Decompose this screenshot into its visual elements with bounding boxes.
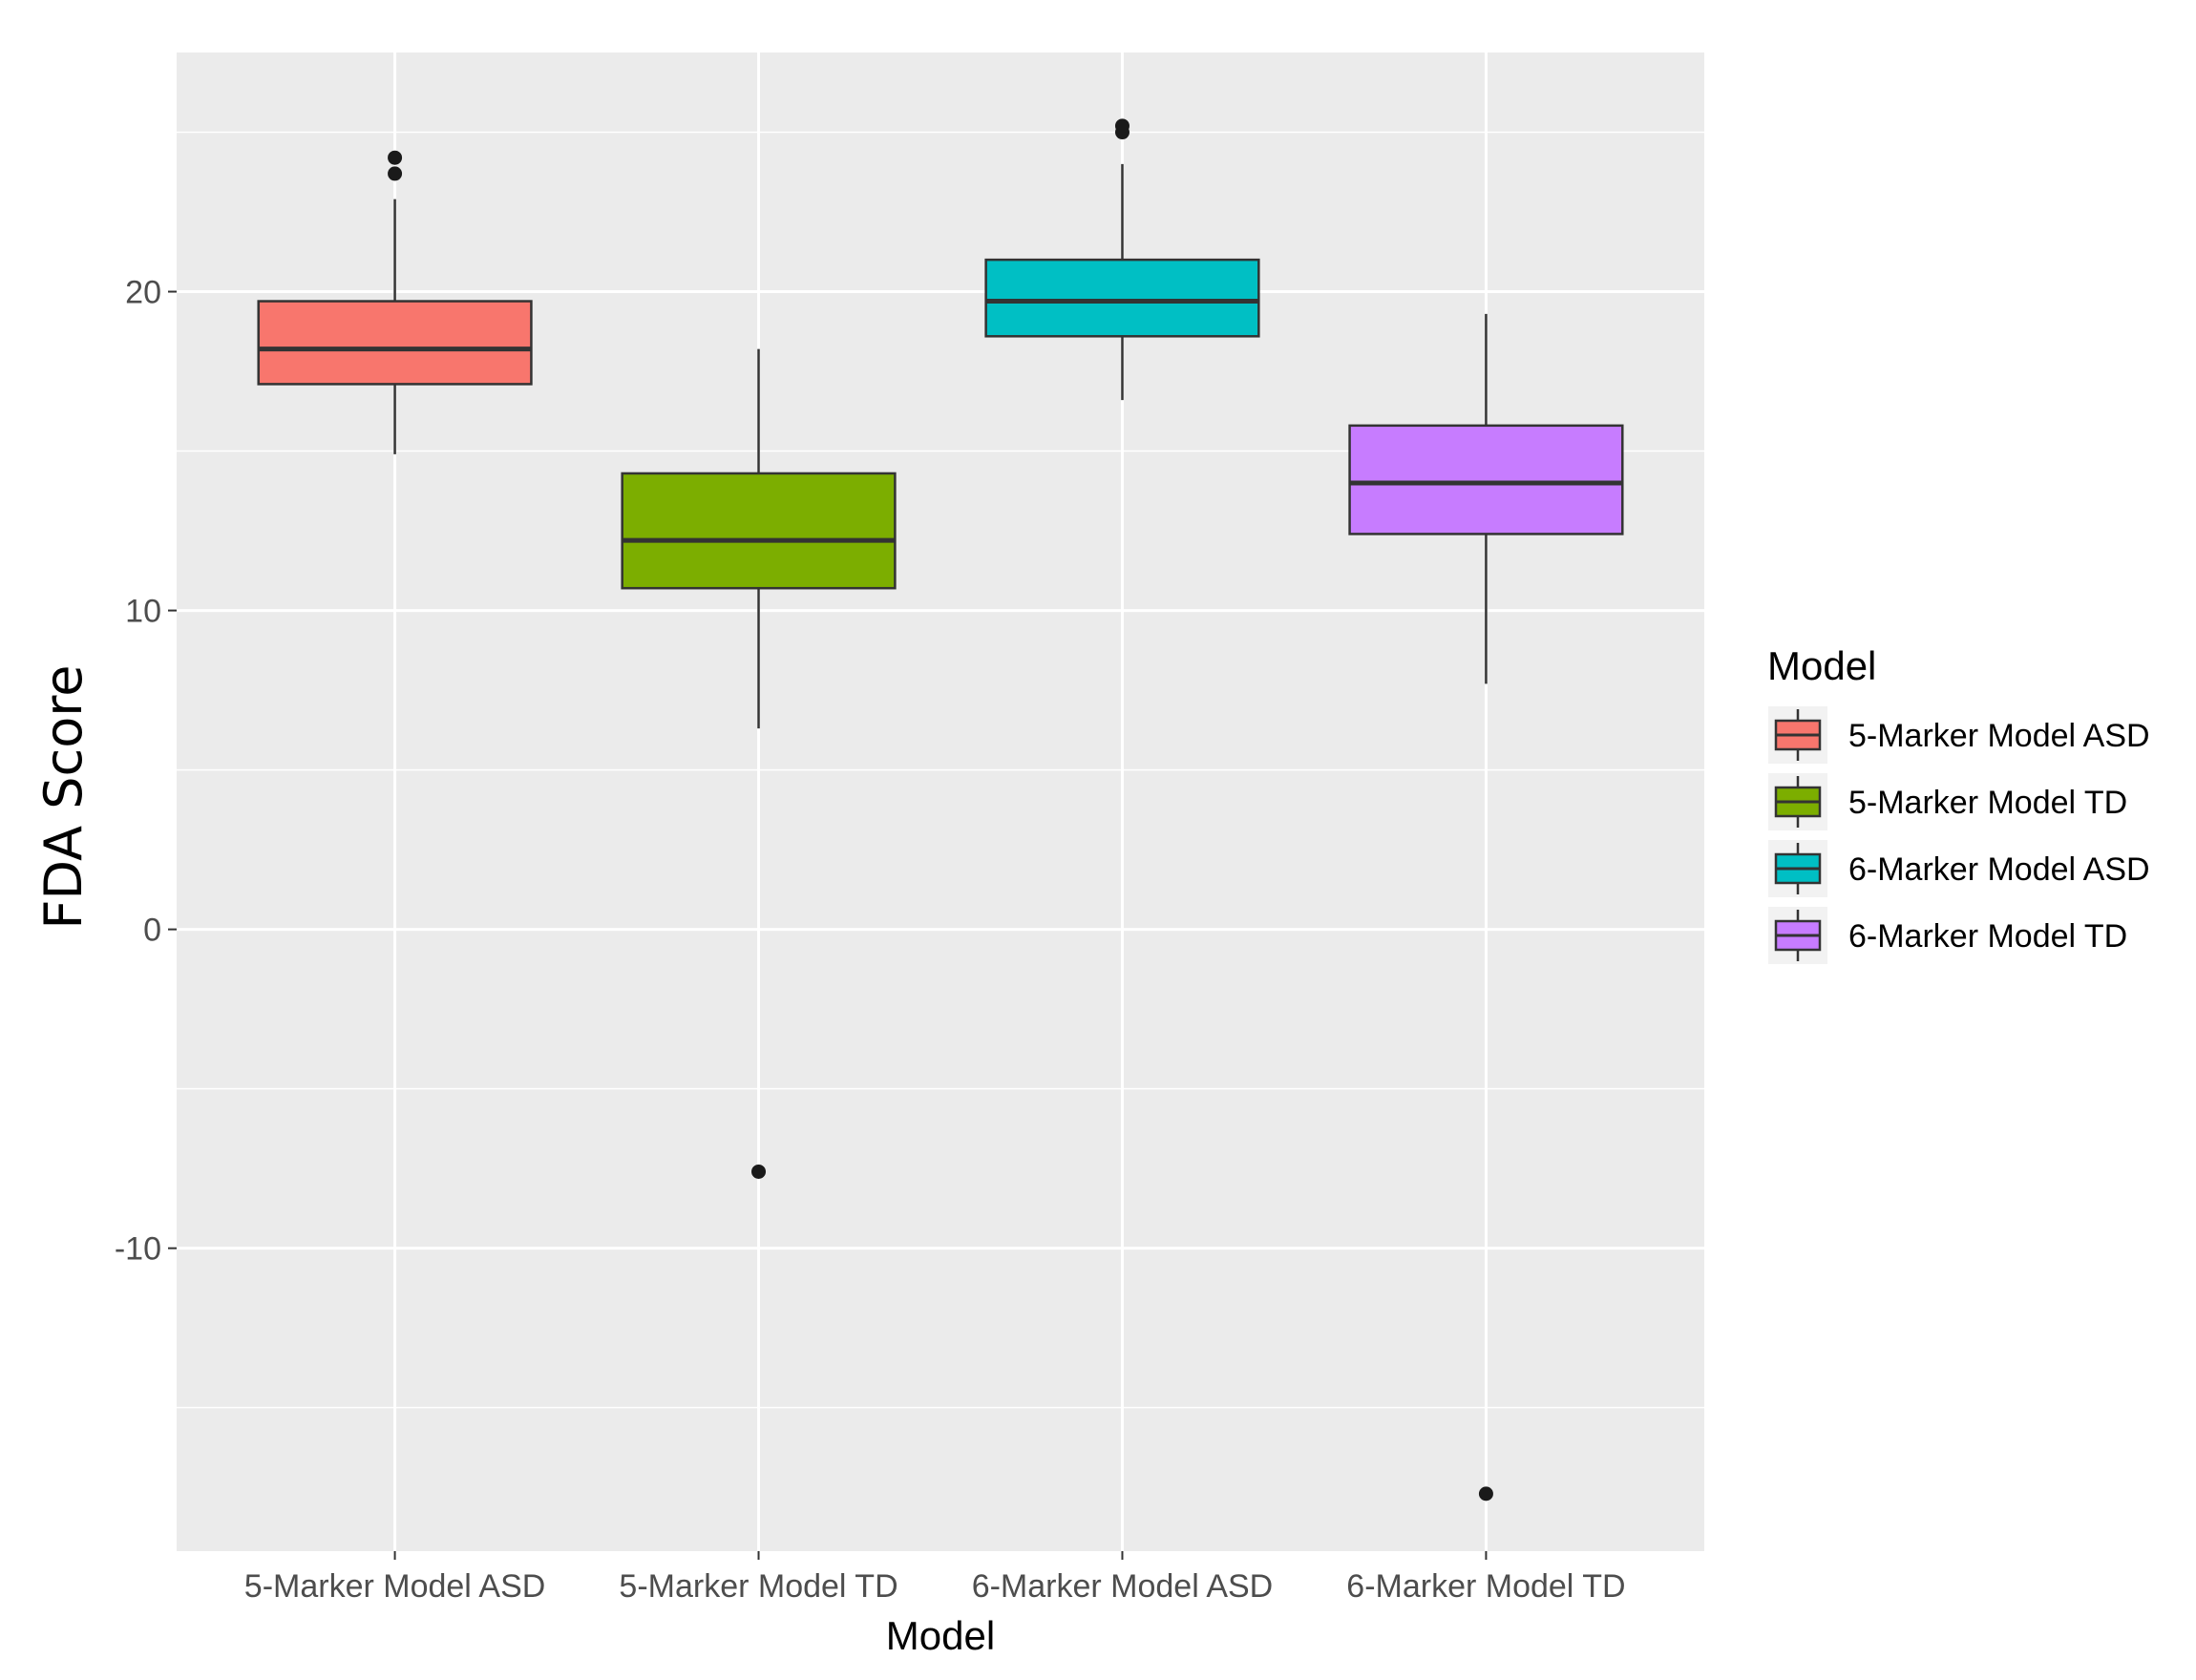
- x-tick-label: 5-Marker Model TD: [619, 1568, 897, 1605]
- outlier-point: [1478, 1486, 1493, 1502]
- x-tick-label: 6-Marker Model TD: [1346, 1568, 1625, 1605]
- plot-panel: [177, 52, 1704, 1551]
- x-tick-label: 6-Marker Model ASD: [972, 1568, 1274, 1605]
- legend: Model 5-Marker Model ASD 5-Marker Model T…: [1767, 643, 2150, 964]
- legend-title: Model: [1767, 643, 1876, 688]
- outlier-point: [751, 1164, 767, 1179]
- x-axis-ticks: 5-Marker Model ASD 5-Marker Model TD 6-Mar…: [244, 1551, 1626, 1605]
- boxes: [257, 118, 1624, 1502]
- box-group: [257, 150, 533, 454]
- legend-label: 6-Marker Model TD: [1848, 918, 2127, 955]
- legend-item: 6-Marker Model TD: [1768, 907, 2127, 964]
- legend-label: 5-Marker Model TD: [1848, 785, 2127, 821]
- box-group: [984, 118, 1260, 401]
- box-iqr: [984, 258, 1260, 338]
- box-group: [1348, 313, 1624, 1502]
- box-iqr: [1348, 424, 1624, 536]
- legend-label: 6-Marker Model ASD: [1848, 851, 2150, 888]
- x-tick-label: 5-Marker Model ASD: [244, 1568, 546, 1605]
- box-iqr: [257, 300, 533, 386]
- outlier-point: [1114, 118, 1130, 134]
- legend-item: 5-Marker Model TD: [1768, 773, 2127, 830]
- legend-item: 5-Marker Model ASD: [1768, 706, 2150, 764]
- outlier-point: [388, 150, 403, 165]
- legend-item: 6-Marker Model ASD: [1768, 840, 2150, 897]
- outlier-point: [388, 166, 403, 181]
- box-iqr: [621, 472, 897, 590]
- box-group: [621, 348, 897, 1179]
- y-axis-title: FDA Score: [33, 664, 94, 929]
- y-tick-label: -10: [115, 1231, 161, 1268]
- x-axis-title: Model: [886, 1613, 995, 1658]
- y-tick-label: 10: [125, 594, 161, 630]
- y-tick-label: 20: [125, 275, 161, 311]
- y-tick-label: 0: [143, 913, 161, 949]
- y-axis-ticks: -10 0 10 20: [115, 275, 177, 1268]
- legend-label: 5-Marker Model ASD: [1848, 718, 2150, 754]
